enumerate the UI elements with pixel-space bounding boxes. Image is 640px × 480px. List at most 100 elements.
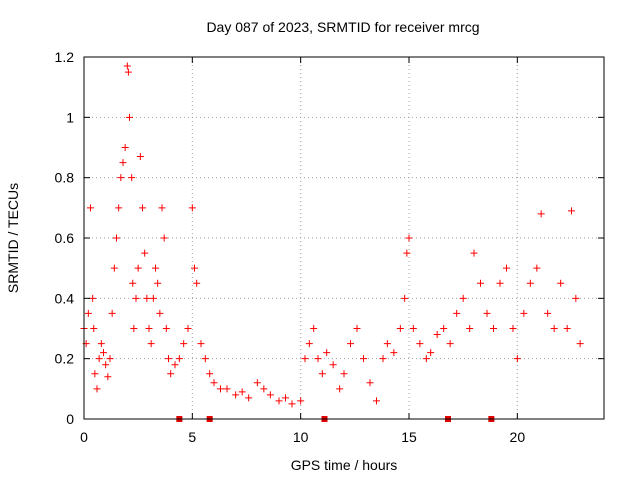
data-point bbox=[513, 355, 521, 363]
data-point bbox=[154, 279, 162, 287]
y-tick-label: 0.2 bbox=[55, 351, 75, 367]
data-point bbox=[119, 159, 127, 167]
data-point bbox=[175, 355, 183, 363]
data-point bbox=[275, 397, 283, 405]
axis-ticks bbox=[83, 56, 604, 420]
data-point bbox=[416, 340, 424, 348]
data-point bbox=[193, 279, 201, 287]
data-point bbox=[503, 264, 510, 272]
data-point bbox=[323, 349, 331, 357]
data-point bbox=[97, 340, 105, 348]
data-point bbox=[102, 361, 110, 369]
data-point bbox=[90, 325, 98, 332]
x-tick-label: 15 bbox=[401, 429, 417, 445]
data-point bbox=[266, 391, 274, 399]
data-point bbox=[260, 385, 268, 393]
x-tick-label: 20 bbox=[510, 429, 526, 445]
data-point bbox=[210, 379, 218, 387]
data-point bbox=[318, 370, 326, 378]
data-point bbox=[544, 309, 552, 317]
data-point bbox=[409, 325, 417, 332]
data-point bbox=[184, 325, 192, 332]
data-point bbox=[162, 325, 170, 332]
data-point bbox=[253, 379, 261, 387]
data-point bbox=[360, 355, 367, 363]
data-point bbox=[232, 391, 240, 399]
data-point bbox=[557, 279, 565, 287]
data-point bbox=[134, 264, 142, 272]
x-axis-label: GPS time / hours bbox=[291, 457, 398, 473]
y-tick-label: 0.4 bbox=[55, 290, 75, 306]
data-point bbox=[288, 400, 296, 408]
data-point bbox=[297, 397, 305, 405]
data-point bbox=[329, 361, 337, 369]
y-tick-labels: 0 0.2 0.4 0.6 0.8 1 1.2 bbox=[55, 49, 75, 427]
data-point bbox=[310, 325, 318, 332]
data-point bbox=[171, 361, 179, 369]
data-point bbox=[340, 370, 348, 378]
data-point bbox=[576, 340, 584, 348]
y-tick-label: 1.2 bbox=[55, 49, 75, 65]
data-point bbox=[130, 325, 138, 332]
data-point bbox=[84, 309, 92, 317]
data-point bbox=[145, 325, 153, 332]
data-point bbox=[405, 234, 413, 242]
x-tick-label: 0 bbox=[80, 429, 88, 445]
y-tick-label: 0.6 bbox=[55, 230, 75, 246]
data-point bbox=[366, 379, 374, 387]
data-point bbox=[470, 249, 478, 257]
data-point bbox=[139, 204, 146, 212]
data-point bbox=[533, 264, 541, 272]
data-point bbox=[91, 370, 99, 378]
data-point bbox=[136, 153, 144, 161]
x-tick-label: 10 bbox=[293, 429, 309, 445]
data-point bbox=[509, 325, 517, 332]
data-point bbox=[373, 397, 380, 405]
data-point bbox=[483, 309, 491, 317]
data-point bbox=[143, 294, 151, 302]
data-point bbox=[147, 340, 155, 348]
data-point bbox=[115, 204, 123, 212]
x-tick-labels: 0 5 10 15 20 bbox=[80, 429, 525, 445]
data-point bbox=[149, 294, 157, 302]
data-point bbox=[401, 294, 409, 302]
data-point bbox=[245, 394, 253, 402]
data-point bbox=[282, 394, 289, 402]
data-point bbox=[347, 340, 354, 348]
data-point bbox=[129, 279, 137, 287]
data-point bbox=[403, 249, 411, 257]
data-point bbox=[490, 325, 497, 332]
data-point bbox=[496, 279, 504, 287]
data-point bbox=[537, 210, 545, 218]
data-point bbox=[396, 325, 404, 332]
data-point bbox=[100, 349, 107, 357]
data-point bbox=[180, 340, 188, 348]
data-point bbox=[167, 370, 175, 378]
data-point bbox=[201, 355, 209, 363]
grid-lines bbox=[84, 57, 604, 419]
data-point bbox=[121, 144, 129, 151]
data-point bbox=[124, 68, 132, 76]
y-tick-label: 0.8 bbox=[55, 170, 75, 186]
data-point bbox=[572, 294, 580, 302]
data-point bbox=[526, 279, 534, 287]
chart-title: Day 087 of 2023, SRMTID for receiver mrc… bbox=[206, 19, 479, 35]
data-point bbox=[108, 309, 116, 317]
data-point bbox=[87, 204, 94, 212]
data-point bbox=[123, 62, 131, 70]
data-point bbox=[197, 340, 205, 348]
data-point bbox=[390, 349, 398, 357]
data-point bbox=[156, 309, 164, 317]
data-point bbox=[165, 355, 172, 363]
data-point bbox=[113, 234, 120, 242]
data-point bbox=[427, 349, 435, 357]
data-point bbox=[89, 294, 97, 302]
data-point bbox=[217, 385, 224, 393]
data-point bbox=[95, 355, 103, 363]
data-point bbox=[563, 325, 571, 332]
data-point bbox=[110, 264, 118, 272]
data-point bbox=[141, 249, 149, 257]
data-point bbox=[301, 355, 309, 363]
data-point bbox=[223, 385, 231, 393]
